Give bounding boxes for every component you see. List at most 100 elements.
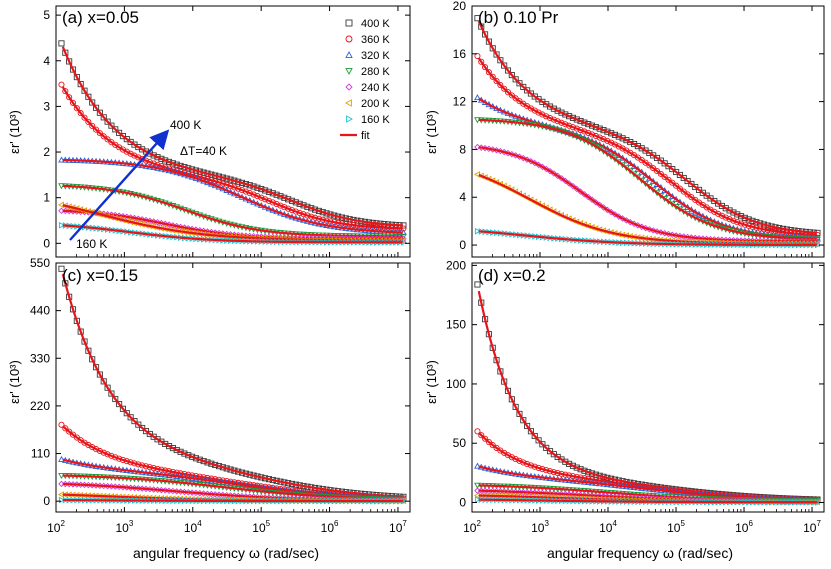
data-point: [482, 64, 489, 71]
data-point: [150, 152, 157, 159]
data-point: [100, 133, 107, 140]
data-point: [508, 92, 515, 99]
data-point: [58, 156, 65, 163]
data-point: [501, 62, 508, 69]
y-tick-label: 16: [453, 47, 467, 61]
data-point: [474, 94, 481, 101]
y-tick-label: 50: [453, 436, 467, 450]
plot-area-d: [473, 281, 821, 506]
y-tick-label: 20: [453, 0, 467, 13]
data-point: [69, 66, 77, 73]
annotation-400k: 400 K: [170, 118, 201, 132]
data-point: [108, 390, 115, 397]
data-point: [474, 117, 481, 124]
x-tick-label: 102: [47, 519, 65, 535]
fit-line: [62, 158, 403, 234]
fit-line: [62, 224, 403, 244]
data-point: [58, 421, 65, 428]
fit-line: [477, 20, 817, 234]
data-point: [123, 410, 130, 417]
y-tick-label: 110: [31, 447, 50, 461]
data-point: [96, 130, 103, 137]
data-point: [62, 425, 69, 432]
fit-line: [61, 86, 403, 230]
y-tick-label: 0: [43, 236, 50, 250]
data-point: [58, 40, 65, 47]
data-point: [673, 182, 680, 189]
data-point: [665, 176, 672, 183]
y-axis-label-d: εr' (10³): [424, 360, 439, 404]
data-point: [554, 107, 561, 114]
data-point: [108, 122, 115, 129]
data-point: [77, 110, 84, 117]
data-point: [93, 126, 100, 133]
data-point: [501, 85, 508, 92]
plot-area-b: [473, 15, 821, 249]
data-point: [478, 432, 485, 439]
data-point: [512, 76, 519, 83]
data-point: [653, 167, 661, 175]
data-point: [81, 87, 88, 94]
data-point: [104, 384, 111, 391]
data-point: [520, 83, 527, 90]
y-tick-label: 5: [43, 8, 50, 22]
data-point: [73, 105, 80, 112]
data-point: [100, 114, 107, 121]
data-point: [474, 496, 481, 504]
data-point: [650, 165, 657, 172]
fit-line: [62, 458, 403, 500]
annotation-160k: 160 K: [76, 237, 107, 251]
data-point: [169, 445, 176, 452]
fit-line: [478, 146, 817, 243]
legend-marker: [345, 99, 352, 107]
data-point: [569, 462, 577, 469]
panel-a-title: (a) x=0.05: [62, 8, 139, 27]
y-axis-label-b: εr' (10³): [424, 110, 439, 154]
plot-frame-a: [55, 5, 411, 258]
y-tick-label: 150: [446, 318, 466, 332]
data-point: [627, 138, 634, 146]
data-point: [657, 170, 664, 177]
data-point: [474, 52, 481, 60]
data-point: [508, 72, 515, 79]
legend-label-200k: 200 K: [361, 98, 390, 110]
data-point: [58, 183, 65, 190]
data-point: [485, 69, 492, 76]
legend-label-160k: 160 K: [361, 114, 390, 126]
data-point: [734, 211, 741, 218]
data-point: [485, 439, 492, 446]
y-tick-label: 550: [30, 256, 50, 270]
data-point: [135, 421, 142, 428]
data-point: [93, 364, 100, 371]
series-d-160k: [474, 496, 821, 506]
legend-marker: [345, 35, 353, 43]
y-tick-label: 0: [459, 238, 466, 252]
data-point: [474, 281, 481, 288]
data-point: [119, 405, 126, 412]
data-point: [58, 221, 65, 229]
y-tick-label: 8: [459, 142, 466, 156]
y-tick-label: 0: [43, 494, 50, 508]
plot-frame-d: [471, 262, 825, 513]
y-axis-label-a: εr' (10³): [7, 110, 22, 154]
data-point: [100, 378, 107, 385]
plot-frame-b: [471, 5, 825, 258]
data-point: [66, 94, 73, 101]
data-point: [474, 15, 481, 22]
plot-area-c: [57, 265, 407, 505]
data-point: [546, 103, 554, 110]
data-point: [497, 57, 504, 64]
data-point: [726, 207, 733, 214]
data-point: [81, 114, 88, 121]
data-point: [730, 209, 737, 216]
y-tick-label: 0: [459, 496, 466, 510]
x-tick-label: 103: [115, 519, 133, 535]
data-point: [489, 73, 496, 80]
data-point: [58, 496, 65, 504]
data-point: [173, 446, 180, 454]
legend-marker: [345, 68, 353, 75]
data-point: [524, 422, 531, 430]
x-tick-label: 107: [389, 519, 407, 535]
data-point: [504, 67, 512, 74]
